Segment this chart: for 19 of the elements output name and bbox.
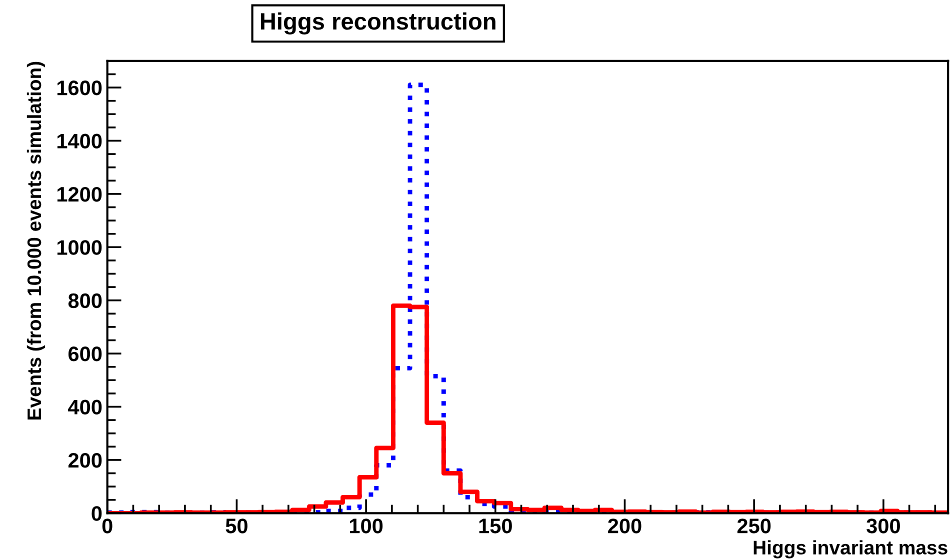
y-tick-label: 600 xyxy=(68,346,102,362)
y-tick-label: 0 xyxy=(92,506,102,521)
y-axis-title: Events (from 10.000 events simulation) xyxy=(26,62,46,420)
chart-title: Higgs reconstruction xyxy=(260,12,496,35)
x-tick-label: 300 xyxy=(866,518,900,534)
y-tick-label: 1400 xyxy=(57,134,102,148)
y-tick-label: 200 xyxy=(68,452,102,468)
y-tick-label: 400 xyxy=(68,400,102,415)
y-tick-label: 800 xyxy=(68,293,102,308)
y-tick-label: 1200 xyxy=(57,186,102,202)
x-tick-label: 0 xyxy=(102,518,112,534)
x-tick-label: 250 xyxy=(737,518,771,534)
x-tick-label: 200 xyxy=(608,518,642,534)
x-axis-title: Higgs invariant mass xyxy=(754,540,948,558)
x-tick-label: 50 xyxy=(226,518,248,534)
y-tick-label: 1000 xyxy=(57,240,102,255)
x-tick-label: 150 xyxy=(479,518,512,534)
x-tick-label: 100 xyxy=(350,518,383,534)
y-tick-label: 1600 xyxy=(57,80,102,96)
